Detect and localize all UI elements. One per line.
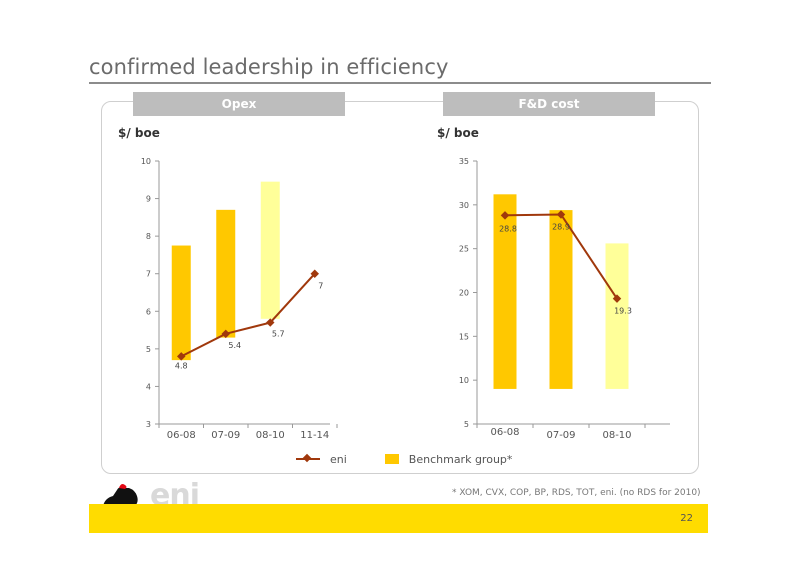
opex-x-tick-label: 07-09 xyxy=(211,430,240,441)
footer-band xyxy=(89,504,708,533)
fd-benchmark-bar xyxy=(493,194,517,389)
opex-eni-data-label: 7 xyxy=(318,282,323,291)
opex-header: Opex xyxy=(133,92,345,116)
fd-y-tick-label: 25 xyxy=(459,245,469,254)
fd-x-tick-label: 08-10 xyxy=(602,430,631,441)
fd-y-tick-label: 15 xyxy=(459,332,469,341)
opex-eni-point xyxy=(221,329,230,339)
benchmark-legend-label: Benchmark group* xyxy=(408,452,513,466)
eni-legend-swatch xyxy=(296,458,320,460)
fd-benchmark-bar xyxy=(605,243,629,389)
fd-y-tick-label: 30 xyxy=(459,201,469,210)
opex-y-tick-label: 6 xyxy=(146,307,151,316)
fd-eni-data-label: 28.9 xyxy=(552,222,570,231)
opex-x-tick-label: 08-10 xyxy=(256,430,285,441)
opex-x-tick-label: 06-08 xyxy=(167,430,196,441)
opex-y-tick-label: 5 xyxy=(146,345,151,354)
chart-legend: eni Benchmark group* xyxy=(296,451,512,467)
opex-eni-point xyxy=(177,352,186,361)
opex-benchmark-bar xyxy=(216,209,236,338)
fd-eni-point xyxy=(612,294,622,303)
chart-panel xyxy=(101,101,699,474)
footnote: * XOM, CVX, COP, BP, RDS, TOT, eni. (no … xyxy=(452,488,701,498)
eni-legend-label: eni xyxy=(330,452,347,466)
opex-y-tick-label: 8 xyxy=(146,232,151,241)
fd-y-tick-label: 10 xyxy=(459,376,469,385)
opex-eni-point xyxy=(310,269,319,278)
fd-cost-header: F&D cost xyxy=(443,92,655,116)
opex-y-tick-label: 3 xyxy=(146,420,151,429)
page-title: confirmed leadership in efficiency xyxy=(89,55,449,79)
fd-unit-label: $/ boe xyxy=(437,126,479,140)
fd-x-tick-label: 06-08 xyxy=(490,427,519,438)
fd-y-tick-label: 20 xyxy=(459,289,469,298)
opex-y-tick-label: 7 xyxy=(146,270,151,279)
fd-eni-data-label: 19.3 xyxy=(614,307,632,316)
opex-eni-data-label: 5.7 xyxy=(272,330,285,339)
opex-y-tick-label: 4 xyxy=(146,382,151,391)
opex-y-tick-label: 10 xyxy=(141,157,151,166)
opex-eni-data-label: 4.8 xyxy=(175,361,188,370)
opex-eni-data-label: 5.4 xyxy=(228,341,241,350)
opex-x-tick-label: 11-14 xyxy=(300,430,329,441)
fd-benchmark-bar xyxy=(549,210,573,389)
fd-y-tick-label: 5 xyxy=(464,420,469,429)
opex-benchmark-bar xyxy=(260,181,280,319)
fd-eni-point xyxy=(500,211,510,220)
benchmark-legend-swatch xyxy=(384,454,399,464)
opex-benchmark-bar xyxy=(171,245,191,361)
page-number: 22 xyxy=(680,513,693,524)
fd-y-tick-label: 35 xyxy=(459,157,469,166)
title-divider xyxy=(89,82,711,84)
fd-eni-data-label: 28.8 xyxy=(499,224,517,233)
opex-eni-point xyxy=(266,318,275,327)
fd-x-tick-label: 07-09 xyxy=(546,430,575,441)
opex-unit-label: $/ boe xyxy=(118,126,160,140)
opex-eni-line xyxy=(180,273,316,358)
opex-y-tick-label: 9 xyxy=(146,195,151,204)
